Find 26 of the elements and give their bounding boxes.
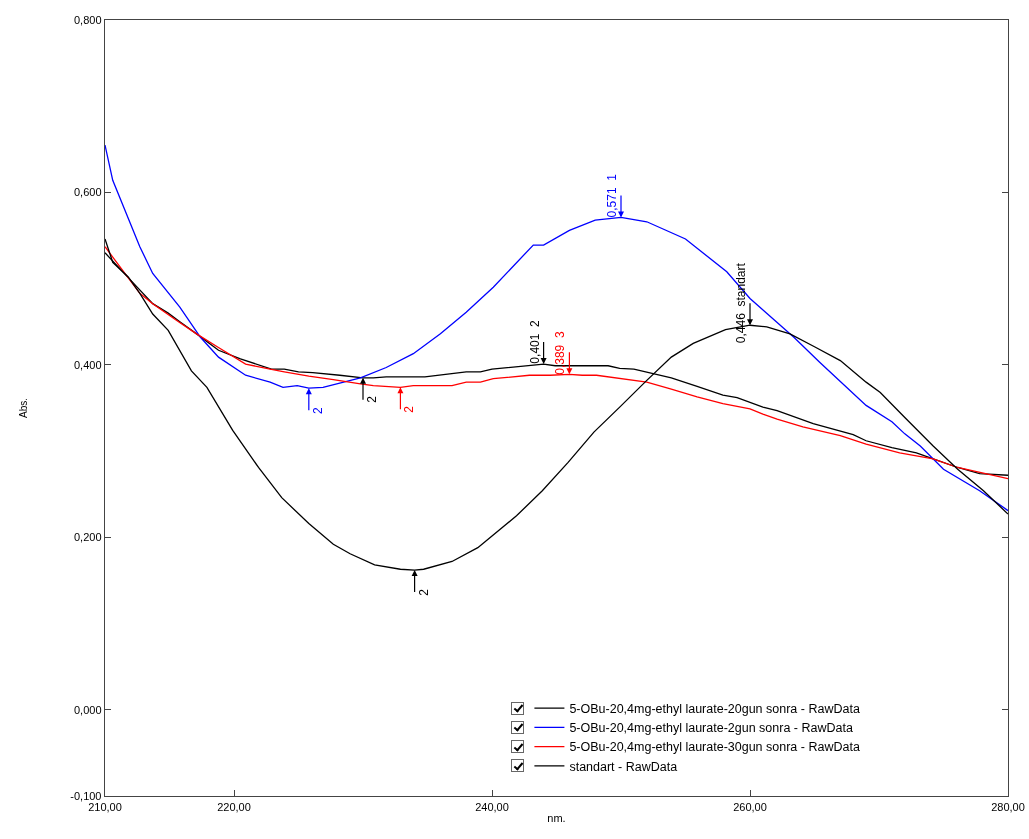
y-axis-title: Abs. xyxy=(18,397,30,419)
y-tick-label: 0,600 xyxy=(73,186,102,199)
y-tick-label: -0,100 xyxy=(70,789,102,802)
annotation: 2 xyxy=(402,405,417,413)
annotation: 2 xyxy=(365,395,380,403)
legend-label: standart - RawData xyxy=(569,759,678,774)
legend-label: 5-OBu-20,4mg-ethyl laurate-20gun sonra - RawData xyxy=(569,701,860,716)
x-tick-label: 280,00 xyxy=(991,800,1025,813)
y-tick-label: 0,000 xyxy=(73,703,102,716)
x-tick-label: 260,00 xyxy=(733,800,767,813)
y-tick-label: 0,400 xyxy=(73,358,102,371)
annotation: 0,389 3 xyxy=(553,331,568,375)
x-tick-label: 240,00 xyxy=(475,800,509,813)
y-tick-label: 0,200 xyxy=(73,531,102,544)
x-tick-label: 220,00 xyxy=(217,800,251,813)
annotation: 0,446 standart xyxy=(733,262,748,344)
annotation: 2 xyxy=(310,406,325,414)
annotation: 0,571 1 xyxy=(604,173,619,218)
line-series xyxy=(105,144,1008,512)
annotation: 0,401 2 xyxy=(527,319,542,364)
annotation: 2 xyxy=(416,588,431,596)
x-tick-label: 210,00 xyxy=(88,800,122,813)
legend-label: 5-OBu-20,4mg-ethyl laurate-30gun sonra - RawData xyxy=(569,740,860,755)
x-axis-title: nm. xyxy=(547,811,566,824)
y-tick-label: 0,800 xyxy=(73,13,102,26)
legend-label: 5-OBu-20,4mg-ethyl laurate-2gun sonra - RawData xyxy=(569,721,853,736)
